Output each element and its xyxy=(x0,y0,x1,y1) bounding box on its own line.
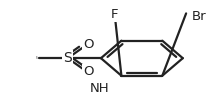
Text: S: S xyxy=(36,56,38,60)
Text: F: F xyxy=(110,8,118,21)
Text: O: O xyxy=(83,66,94,79)
Text: Br: Br xyxy=(192,10,207,23)
Text: NH: NH xyxy=(90,82,110,95)
Text: O: O xyxy=(83,38,94,51)
Text: S: S xyxy=(63,51,72,65)
